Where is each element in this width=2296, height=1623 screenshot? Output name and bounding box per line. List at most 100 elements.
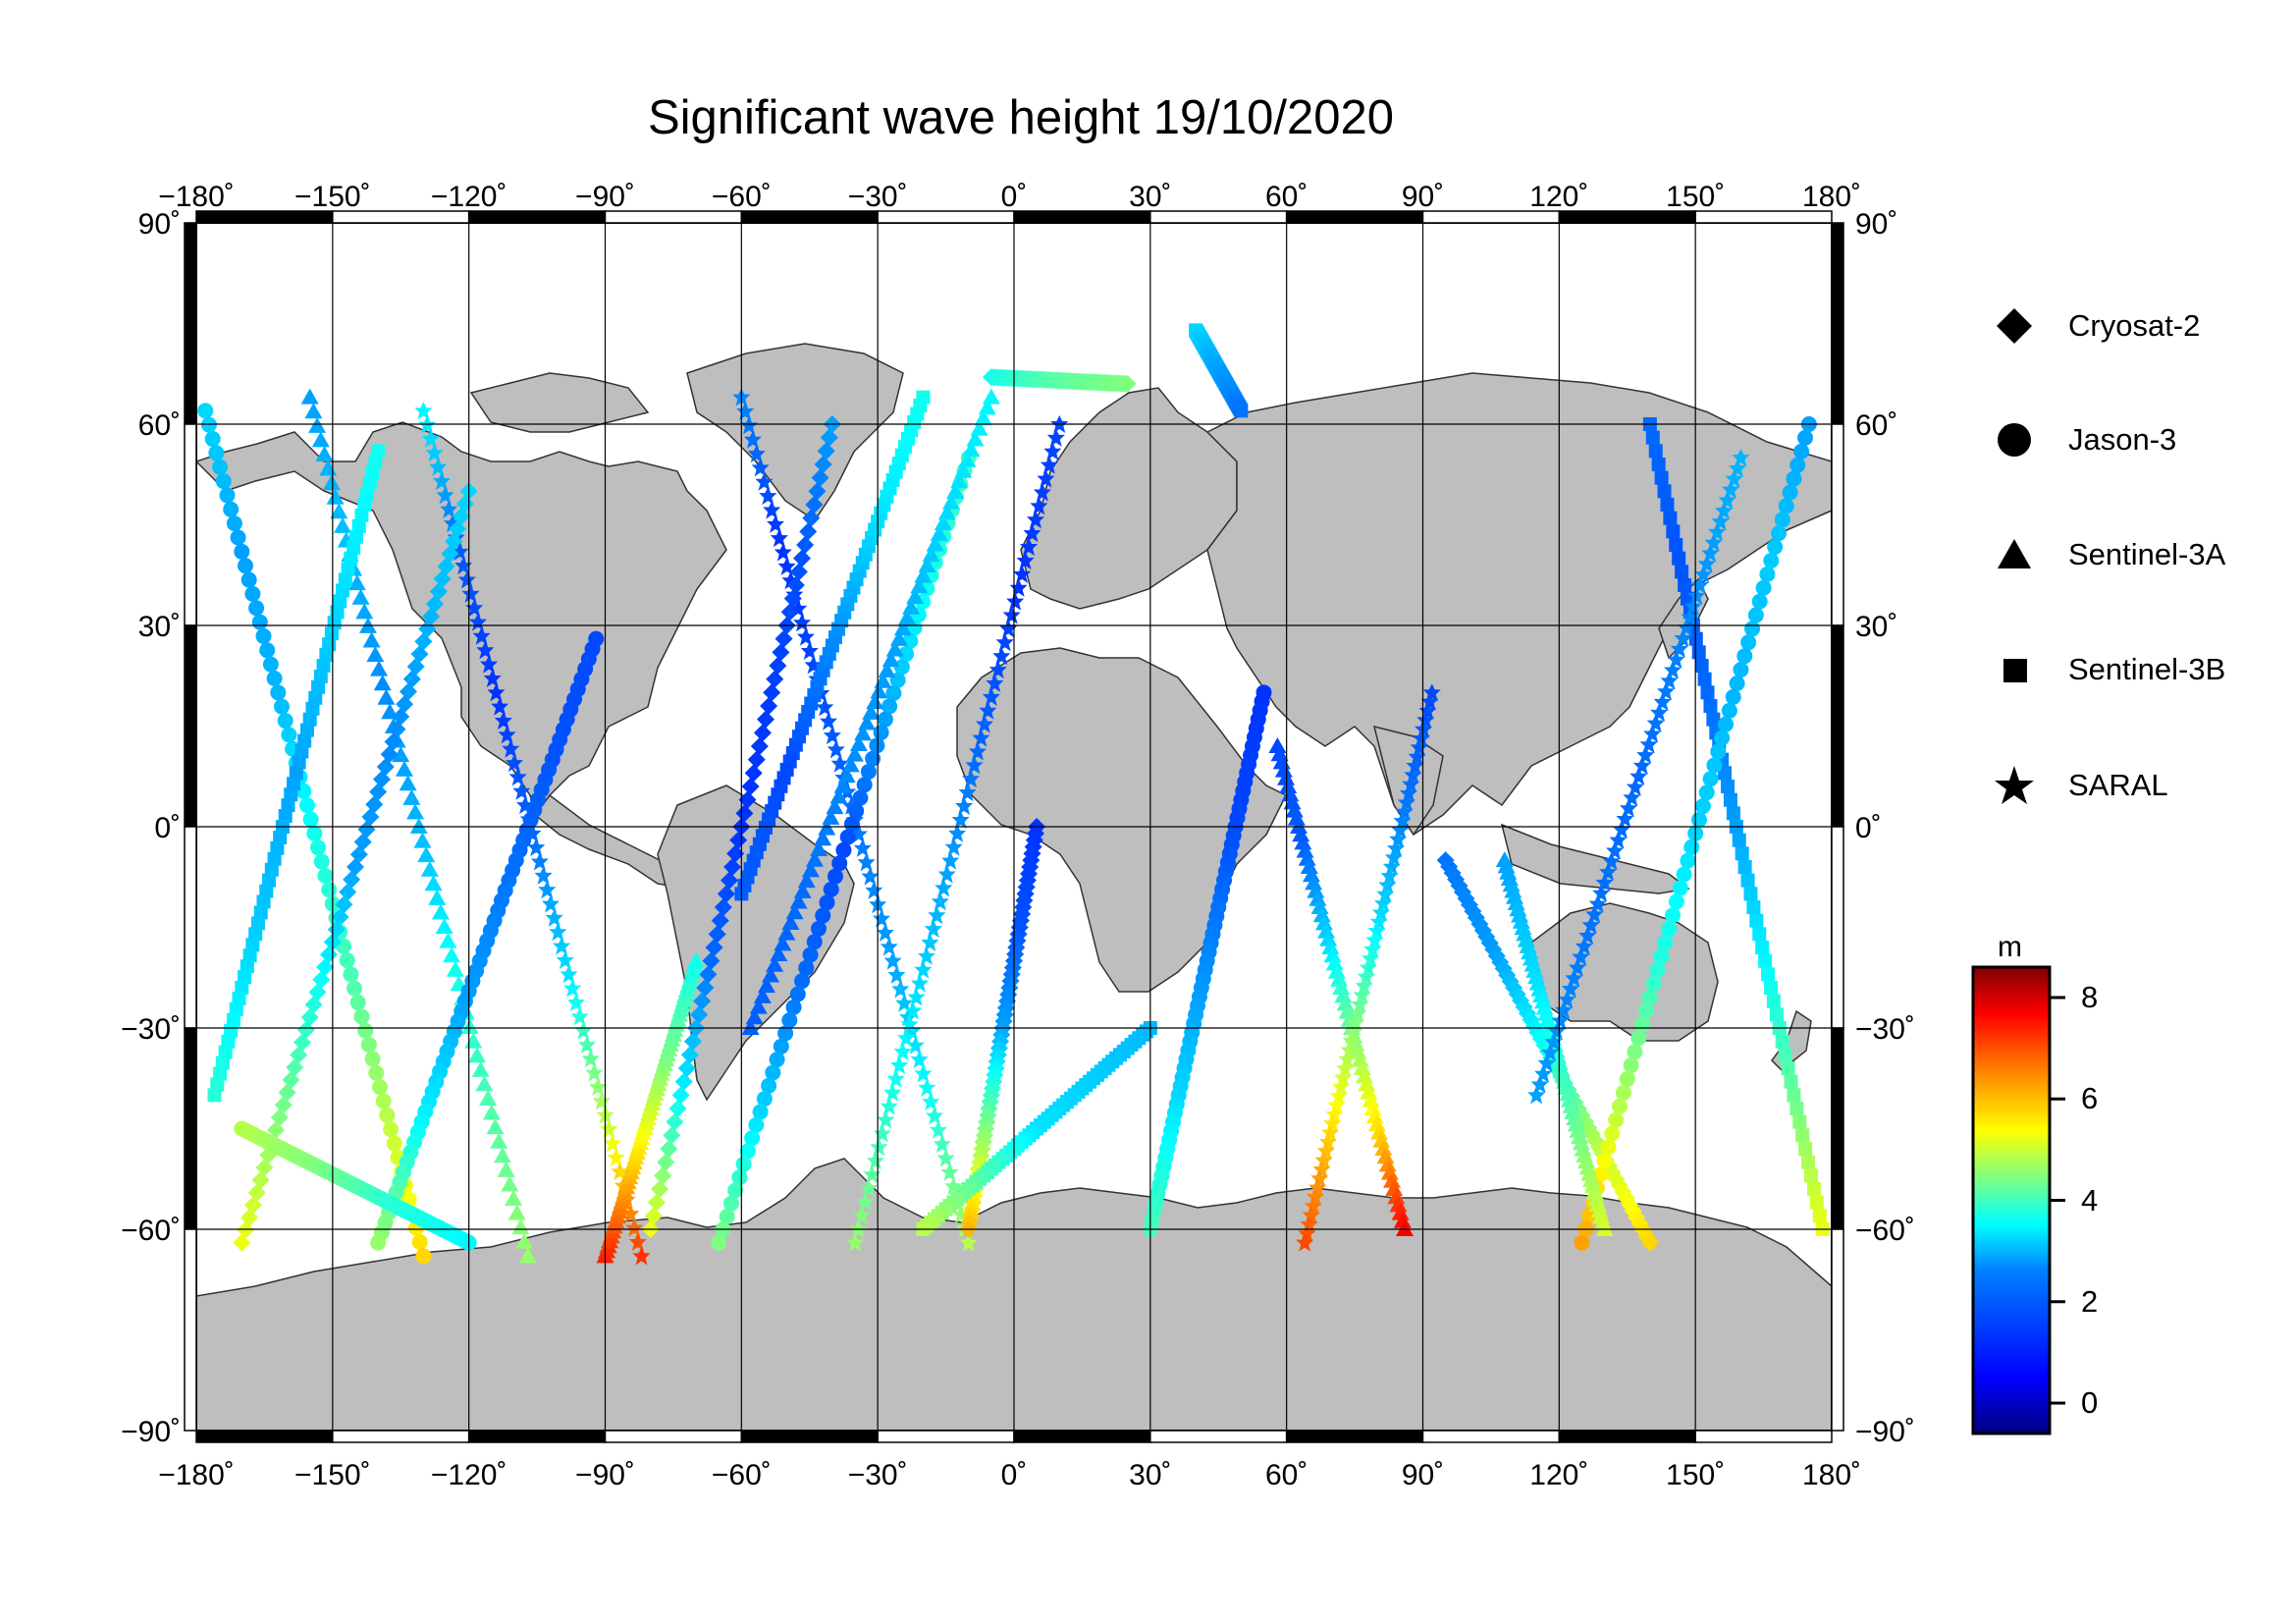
swh-point (1668, 893, 1684, 910)
swh-point (1654, 470, 1669, 485)
swh-point (1723, 792, 1737, 807)
swh-point (494, 712, 512, 730)
swh-point (530, 852, 549, 871)
swh-point (1793, 443, 1810, 460)
lat-tick-label-right: −30˚ (1855, 1013, 1915, 1046)
swh-point (1402, 775, 1420, 793)
swh-point (1706, 757, 1723, 774)
swh-point (1359, 958, 1377, 977)
swh-point (383, 1121, 400, 1138)
swh-point (226, 515, 242, 532)
swh-point (270, 840, 285, 855)
swh-point (1270, 745, 1289, 762)
swh-point (560, 965, 578, 984)
swh-point (218, 1045, 233, 1059)
swh-point (774, 629, 793, 648)
swh-point (1393, 1212, 1412, 1228)
swh-point (793, 882, 812, 898)
swh-point (826, 798, 844, 815)
swh-point (1318, 1132, 1337, 1151)
swh-point (1385, 1180, 1404, 1196)
swh-point (344, 551, 358, 566)
swh-point (857, 853, 876, 872)
swh-point (760, 697, 778, 715)
swh-point (1363, 940, 1382, 958)
swh-point (1638, 1002, 1655, 1019)
swh-point (229, 1001, 243, 1016)
swh-point (1752, 927, 1767, 942)
swh-point (418, 415, 437, 434)
swh-point (349, 995, 366, 1011)
swh-point (848, 802, 865, 819)
swh-point (1389, 1196, 1408, 1213)
swh-point (970, 419, 988, 436)
swh-point (240, 571, 257, 588)
swh-point (304, 996, 323, 1014)
swh-point (566, 994, 585, 1012)
swh-point (820, 428, 838, 447)
swh-point (740, 416, 759, 435)
swh-point (756, 1091, 773, 1108)
asia-land (1205, 372, 1832, 837)
swh-point (1302, 866, 1320, 883)
swh-point (527, 839, 546, 857)
swh-point (1325, 1105, 1344, 1123)
swh-point (811, 920, 828, 937)
swh-point (962, 441, 981, 458)
swh-point (683, 1032, 702, 1051)
swh-point (457, 570, 476, 589)
swh-point (785, 903, 804, 920)
lon-tick-label-bottom: 30˚ (1129, 1459, 1171, 1491)
swh-point (843, 816, 860, 833)
swh-point (200, 416, 217, 433)
swh-point (1651, 458, 1666, 471)
swh-point (483, 669, 502, 687)
swh-point (841, 756, 860, 773)
swh-point (999, 620, 1018, 638)
swh-point (475, 1075, 494, 1092)
swh-point (1733, 662, 1749, 678)
swh-point (982, 687, 1000, 706)
lon-tick-label-bottom: −90˚ (575, 1459, 635, 1491)
frame-bar-top (1694, 210, 1833, 224)
swh-point (1771, 525, 1788, 542)
swh-point (666, 1112, 684, 1131)
swh-point (1399, 784, 1417, 803)
swh-point (237, 558, 253, 574)
colorbar-tick-label: 0 (2081, 1385, 2099, 1421)
swh-point (1380, 867, 1399, 886)
swh-point (816, 698, 834, 717)
swh-point (248, 927, 263, 942)
swh-point (794, 973, 811, 990)
swh-point (1323, 947, 1342, 963)
swh-point (845, 745, 864, 762)
swh-point (757, 977, 775, 994)
swh-point (944, 838, 963, 856)
swh-point (1349, 1004, 1367, 1023)
swh-point (541, 894, 560, 913)
swh-point (625, 1218, 644, 1237)
lon-tick-label-top: 90˚ (1402, 181, 1444, 213)
swh-point (221, 1034, 236, 1049)
swh-point (738, 790, 757, 809)
swh-point (215, 473, 232, 490)
swh-point (781, 913, 800, 930)
swh-point (341, 562, 355, 576)
swh-point (924, 920, 942, 939)
swh-point (235, 981, 249, 995)
swh-point (1302, 1206, 1320, 1224)
swh-point (278, 809, 293, 824)
swh-point (1046, 428, 1065, 447)
swh-point (708, 925, 726, 944)
swh-point (347, 540, 361, 555)
lat-tick-label-left: 90˚ (138, 208, 181, 241)
altimeter-tracks (197, 323, 1830, 1266)
swh-point (1619, 1070, 1635, 1087)
swh-point (865, 881, 883, 899)
swh-point (1694, 798, 1711, 815)
swh-point (1383, 1171, 1402, 1188)
swh-point (1775, 1034, 1789, 1049)
swh-point (926, 535, 944, 552)
swh-point (460, 1018, 479, 1035)
swh-point (1703, 699, 1718, 713)
